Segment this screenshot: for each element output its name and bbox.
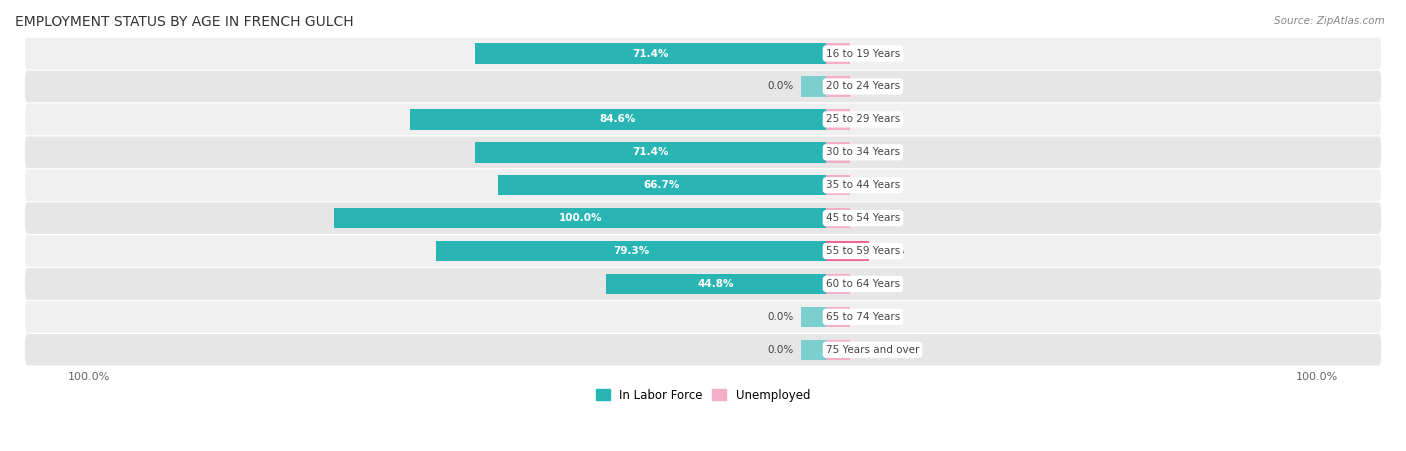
Text: 0.0%: 0.0%: [860, 82, 887, 92]
Text: 71.4%: 71.4%: [633, 49, 669, 59]
FancyBboxPatch shape: [25, 170, 1381, 201]
Text: 66.7%: 66.7%: [644, 180, 681, 190]
Text: 0.0%: 0.0%: [860, 115, 887, 124]
Bar: [825, 175, 851, 195]
Bar: [335, 208, 825, 228]
Bar: [825, 76, 851, 97]
Text: 45 to 54 Years: 45 to 54 Years: [825, 213, 900, 223]
Text: 0.0%: 0.0%: [860, 345, 887, 355]
Bar: [411, 109, 825, 129]
FancyBboxPatch shape: [25, 104, 1381, 135]
Bar: [475, 43, 825, 64]
Text: 0.0%: 0.0%: [860, 49, 887, 59]
Text: 0.0%: 0.0%: [860, 180, 887, 190]
Bar: [606, 274, 825, 294]
Text: 0.0%: 0.0%: [768, 312, 794, 322]
Bar: [498, 175, 825, 195]
Legend: In Labor Force, Unemployed: In Labor Force, Unemployed: [591, 384, 815, 406]
Text: 8.7%: 8.7%: [879, 246, 905, 256]
Text: EMPLOYMENT STATUS BY AGE IN FRENCH GULCH: EMPLOYMENT STATUS BY AGE IN FRENCH GULCH: [15, 15, 354, 29]
Bar: [475, 142, 825, 162]
Text: 71.4%: 71.4%: [633, 147, 669, 157]
FancyBboxPatch shape: [25, 137, 1381, 168]
Bar: [825, 43, 851, 64]
Bar: [825, 307, 851, 327]
Text: 0.0%: 0.0%: [860, 147, 887, 157]
Text: Source: ZipAtlas.com: Source: ZipAtlas.com: [1274, 16, 1385, 26]
Text: 79.3%: 79.3%: [613, 246, 650, 256]
Bar: [825, 109, 851, 129]
Text: 75 Years and over: 75 Years and over: [825, 345, 920, 355]
Text: 84.6%: 84.6%: [600, 115, 636, 124]
FancyBboxPatch shape: [25, 334, 1381, 366]
Bar: [801, 76, 825, 97]
FancyBboxPatch shape: [25, 268, 1381, 300]
Text: 0.0%: 0.0%: [860, 213, 887, 223]
FancyBboxPatch shape: [25, 71, 1381, 102]
Bar: [825, 274, 851, 294]
Text: 25 to 29 Years: 25 to 29 Years: [825, 115, 900, 124]
Text: 44.8%: 44.8%: [697, 279, 734, 289]
FancyBboxPatch shape: [25, 301, 1381, 333]
Bar: [436, 241, 825, 261]
Text: 20 to 24 Years: 20 to 24 Years: [825, 82, 900, 92]
Text: 65 to 74 Years: 65 to 74 Years: [825, 312, 900, 322]
Text: 0.0%: 0.0%: [768, 345, 794, 355]
Text: 0.0%: 0.0%: [860, 279, 887, 289]
Bar: [825, 340, 851, 360]
FancyBboxPatch shape: [25, 235, 1381, 267]
Bar: [801, 307, 825, 327]
FancyBboxPatch shape: [25, 38, 1381, 69]
FancyBboxPatch shape: [25, 202, 1381, 234]
Bar: [801, 340, 825, 360]
Text: 0.0%: 0.0%: [860, 312, 887, 322]
Text: 0.0%: 0.0%: [768, 82, 794, 92]
Text: 35 to 44 Years: 35 to 44 Years: [825, 180, 900, 190]
Text: 60 to 64 Years: 60 to 64 Years: [825, 279, 900, 289]
Text: 16 to 19 Years: 16 to 19 Years: [825, 49, 900, 59]
Text: 55 to 59 Years: 55 to 59 Years: [825, 246, 900, 256]
Bar: [825, 208, 851, 228]
Text: 30 to 34 Years: 30 to 34 Years: [825, 147, 900, 157]
Text: 100.0%: 100.0%: [558, 213, 602, 223]
Bar: [825, 142, 851, 162]
Bar: [825, 241, 869, 261]
